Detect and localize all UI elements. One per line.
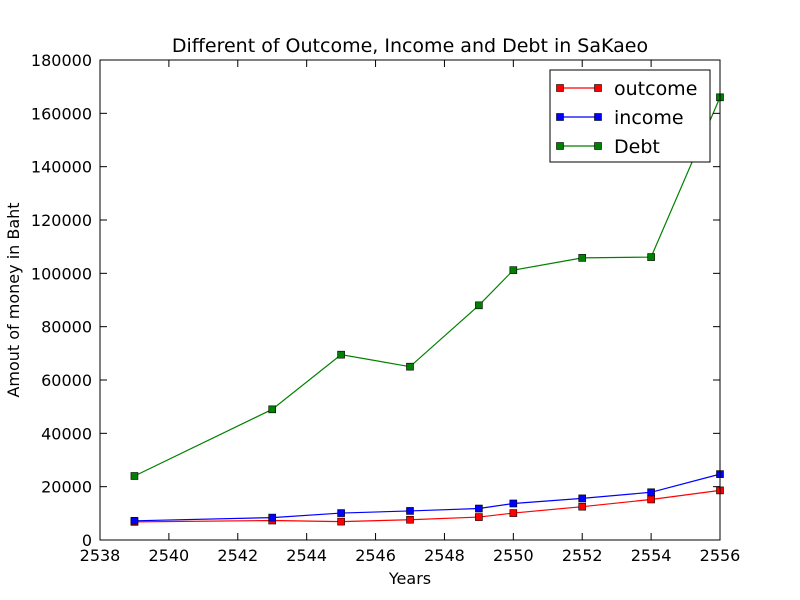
data-point-income (130, 516, 139, 525)
data-point-debt (337, 350, 345, 359)
data-point-outcome (337, 517, 345, 526)
legend-label-income: income (614, 107, 684, 129)
y-tick-label: 80000 (41, 318, 92, 337)
x-axis-label: Years (388, 569, 431, 588)
legend-marker-income (594, 113, 602, 121)
legend-label-outcome: outcome (614, 78, 697, 100)
y-tick-label: 100000 (31, 264, 92, 283)
chart-title: Different of Outcome, Income and Debt in… (172, 35, 648, 57)
data-point-debt (647, 253, 655, 261)
series-line-income (134, 473, 721, 522)
data-point-debt (578, 254, 587, 262)
data-point-income (509, 499, 518, 508)
data-point-debt (130, 472, 139, 480)
x-tick-label: 2546 (355, 546, 396, 565)
data-point-debt (406, 362, 414, 371)
x-tick-label: 2548 (424, 546, 465, 565)
data-point-outcome (578, 502, 587, 511)
plot-frame (99, 59, 721, 541)
x-tick-label: 2556 (700, 546, 741, 565)
x-tick-label: 2538 (80, 546, 121, 565)
x-tick-label: 2540 (149, 546, 190, 565)
y-tick-label: 160000 (31, 104, 92, 123)
data-point-income (406, 507, 414, 515)
legend-marker-income (556, 113, 564, 121)
y-tick-label: 40000 (41, 424, 92, 443)
y-tick-label: 20000 (41, 478, 92, 497)
legend-marker-outcome (556, 84, 564, 92)
y-tick-label: 60000 (41, 371, 92, 390)
series-line-outcome (134, 489, 721, 523)
y-tick-label: 180000 (31, 51, 92, 70)
legend-box (549, 69, 711, 163)
data-point-debt (268, 405, 277, 414)
data-point-outcome (406, 515, 414, 524)
legend-marker-outcome (594, 84, 602, 92)
data-point-outcome (509, 509, 518, 517)
data-point-outcome (647, 495, 655, 504)
legend-label-debt: Debt (614, 136, 660, 158)
ticks-layer: 2538 2540 2542 2544 2546 2548 2550 2552 2554 2556… (31, 51, 740, 565)
data-point-debt (509, 266, 518, 274)
y-axis-label: Amout of money in Baht (4, 202, 23, 397)
data-point-income (578, 494, 587, 503)
x-tick-label: 2550 (493, 546, 534, 565)
x-tick-label: 2554 (631, 546, 672, 565)
data-point-debt (475, 301, 483, 310)
y-tick-label: 0 (82, 531, 92, 550)
data-point-outcome (475, 513, 483, 521)
data-point-income (475, 504, 483, 513)
legend-marker-debt (594, 142, 602, 150)
data-point-income (647, 488, 655, 497)
x-tick-label: 2542 (217, 546, 258, 565)
legend-marker-debt (556, 142, 564, 150)
data-point-income (337, 509, 345, 517)
x-tick-label: 2544 (286, 546, 327, 565)
y-tick-label: 120000 (31, 211, 92, 230)
legend: outcome income Debt (549, 69, 711, 163)
x-tick-label: 2552 (562, 546, 603, 565)
data-point-income (268, 513, 277, 522)
y-tick-label: 140000 (31, 158, 92, 177)
